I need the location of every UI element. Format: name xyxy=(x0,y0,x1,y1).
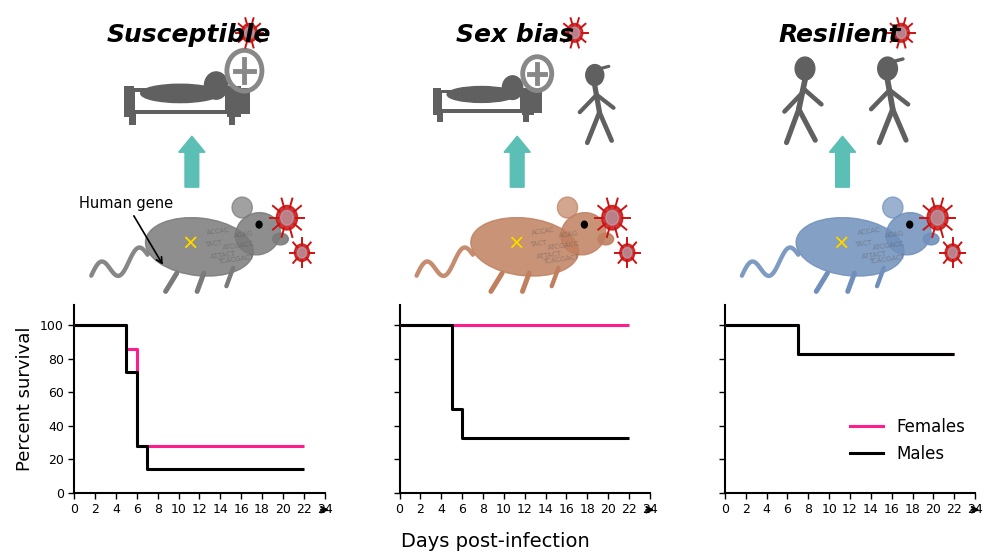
Circle shape xyxy=(878,57,897,80)
Circle shape xyxy=(566,23,583,42)
Circle shape xyxy=(245,27,254,38)
Text: TACT: TACT xyxy=(854,240,872,248)
Text: ACCAC: ACCAC xyxy=(206,227,231,236)
FancyBboxPatch shape xyxy=(124,88,249,114)
Text: ✕: ✕ xyxy=(181,234,199,254)
FancyBboxPatch shape xyxy=(124,86,134,117)
FancyBboxPatch shape xyxy=(130,113,137,125)
Circle shape xyxy=(932,211,943,225)
Circle shape xyxy=(795,57,815,80)
FancyBboxPatch shape xyxy=(524,111,529,122)
Circle shape xyxy=(294,244,310,261)
FancyArrow shape xyxy=(504,136,531,187)
Circle shape xyxy=(581,221,587,228)
Text: ✕: ✕ xyxy=(833,234,849,254)
Circle shape xyxy=(620,244,635,261)
FancyBboxPatch shape xyxy=(433,87,442,115)
Text: ✕: ✕ xyxy=(507,234,525,254)
Text: TCACGACT: TCACGACT xyxy=(543,255,580,265)
Text: ATTACT: ATTACT xyxy=(211,250,237,260)
Text: Susceptible: Susceptible xyxy=(107,23,271,47)
FancyArrow shape xyxy=(830,136,855,187)
Text: TACT: TACT xyxy=(530,240,547,248)
FancyBboxPatch shape xyxy=(228,86,241,117)
FancyBboxPatch shape xyxy=(438,111,444,122)
Text: Resilient: Resilient xyxy=(779,23,901,47)
Circle shape xyxy=(297,247,307,258)
Text: ✕: ✕ xyxy=(833,234,849,254)
FancyBboxPatch shape xyxy=(135,92,225,110)
Circle shape xyxy=(242,23,257,42)
Circle shape xyxy=(623,247,632,258)
Text: TCACGACT: TCACGACT xyxy=(218,255,254,265)
FancyBboxPatch shape xyxy=(433,90,542,113)
Text: Days post-infection: Days post-infection xyxy=(401,532,589,551)
Circle shape xyxy=(256,221,262,228)
Ellipse shape xyxy=(471,218,578,276)
Text: ATCGACC: ATCGACC xyxy=(547,240,580,251)
Text: ATCGACC: ATCGACC xyxy=(222,240,254,251)
Text: ATTACT: ATTACT xyxy=(861,250,887,260)
Circle shape xyxy=(204,72,228,99)
Circle shape xyxy=(280,211,293,225)
Text: TCACGACT: TCACGACT xyxy=(868,255,905,265)
Circle shape xyxy=(897,27,906,38)
Ellipse shape xyxy=(886,213,931,255)
Circle shape xyxy=(606,211,619,225)
Circle shape xyxy=(586,65,604,86)
Text: ACCAC: ACCAC xyxy=(856,227,881,236)
Y-axis label: Percent survival: Percent survival xyxy=(17,327,35,471)
Circle shape xyxy=(602,206,623,230)
Ellipse shape xyxy=(272,233,288,245)
Circle shape xyxy=(502,76,523,100)
Ellipse shape xyxy=(236,213,280,255)
Ellipse shape xyxy=(447,86,516,102)
FancyBboxPatch shape xyxy=(443,94,521,109)
Ellipse shape xyxy=(924,233,939,245)
Circle shape xyxy=(948,247,957,258)
Ellipse shape xyxy=(232,197,252,218)
FancyArrow shape xyxy=(179,136,205,187)
Ellipse shape xyxy=(557,197,577,218)
Text: ATCGACC: ATCGACC xyxy=(872,240,905,251)
Ellipse shape xyxy=(598,233,614,245)
Ellipse shape xyxy=(146,218,253,276)
Circle shape xyxy=(570,27,579,38)
Text: AGAG: AGAG xyxy=(884,231,905,239)
Circle shape xyxy=(907,221,913,228)
Ellipse shape xyxy=(883,197,903,218)
Text: ✕: ✕ xyxy=(507,234,525,254)
FancyBboxPatch shape xyxy=(229,113,236,125)
Text: Sex bias: Sex bias xyxy=(455,23,574,47)
Ellipse shape xyxy=(561,213,606,255)
Text: ACCAC: ACCAC xyxy=(532,227,555,236)
Legend: Females, Males: Females, Males xyxy=(842,412,972,469)
Text: ✕: ✕ xyxy=(181,234,199,254)
Circle shape xyxy=(893,23,910,42)
Text: ATTACT: ATTACT xyxy=(536,250,562,260)
Text: AGAG: AGAG xyxy=(234,231,253,239)
Text: TACT: TACT xyxy=(204,240,222,248)
Text: AGAG: AGAG xyxy=(558,231,579,239)
Ellipse shape xyxy=(141,84,220,102)
Ellipse shape xyxy=(796,218,904,276)
Text: Human gene: Human gene xyxy=(79,196,173,263)
Circle shape xyxy=(945,244,960,261)
Circle shape xyxy=(276,206,297,230)
FancyBboxPatch shape xyxy=(523,87,534,115)
Circle shape xyxy=(927,206,948,230)
